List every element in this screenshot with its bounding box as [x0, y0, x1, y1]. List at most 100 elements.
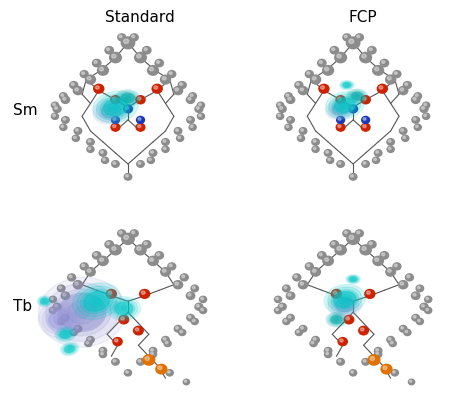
Circle shape — [277, 102, 283, 108]
Circle shape — [365, 289, 375, 298]
Circle shape — [82, 72, 84, 74]
Ellipse shape — [55, 327, 76, 342]
Circle shape — [175, 88, 179, 91]
Circle shape — [147, 157, 155, 163]
Circle shape — [106, 289, 116, 298]
Circle shape — [332, 242, 335, 245]
Circle shape — [100, 352, 107, 357]
Ellipse shape — [42, 299, 47, 303]
Circle shape — [325, 67, 328, 71]
Circle shape — [274, 296, 282, 302]
Circle shape — [112, 97, 116, 100]
Circle shape — [73, 136, 76, 138]
Circle shape — [416, 285, 424, 292]
Circle shape — [59, 319, 62, 322]
Ellipse shape — [116, 90, 140, 106]
Circle shape — [141, 291, 145, 294]
Circle shape — [426, 297, 428, 300]
Circle shape — [376, 352, 379, 355]
Circle shape — [370, 357, 374, 360]
Circle shape — [337, 97, 341, 100]
Circle shape — [163, 269, 166, 272]
Ellipse shape — [99, 102, 124, 120]
Circle shape — [75, 327, 78, 329]
Circle shape — [362, 246, 366, 250]
Circle shape — [361, 96, 370, 104]
Ellipse shape — [346, 84, 348, 86]
Circle shape — [108, 291, 112, 294]
Ellipse shape — [67, 301, 97, 324]
Circle shape — [338, 118, 341, 120]
Circle shape — [278, 103, 281, 106]
Circle shape — [286, 94, 289, 96]
Circle shape — [111, 54, 116, 58]
Circle shape — [336, 96, 345, 104]
Circle shape — [400, 88, 404, 91]
Circle shape — [126, 175, 128, 177]
Ellipse shape — [37, 296, 52, 307]
Circle shape — [137, 125, 141, 128]
Circle shape — [360, 328, 364, 331]
Circle shape — [121, 37, 135, 49]
Circle shape — [363, 125, 366, 128]
Circle shape — [386, 268, 395, 276]
Circle shape — [92, 59, 101, 67]
Circle shape — [424, 103, 427, 106]
Circle shape — [337, 161, 345, 167]
Circle shape — [344, 35, 347, 38]
Circle shape — [55, 107, 57, 109]
Circle shape — [121, 317, 124, 320]
Circle shape — [323, 65, 334, 75]
Circle shape — [425, 307, 432, 314]
Ellipse shape — [349, 277, 357, 282]
Ellipse shape — [343, 83, 351, 88]
Circle shape — [285, 124, 292, 131]
Circle shape — [418, 286, 420, 289]
Ellipse shape — [97, 94, 134, 121]
Circle shape — [286, 292, 295, 299]
Ellipse shape — [337, 299, 353, 311]
Circle shape — [52, 113, 58, 119]
Ellipse shape — [356, 95, 359, 97]
Ellipse shape — [68, 348, 71, 350]
Ellipse shape — [76, 286, 117, 317]
Circle shape — [403, 82, 411, 88]
Circle shape — [140, 289, 150, 298]
Ellipse shape — [331, 289, 358, 309]
Circle shape — [388, 269, 391, 272]
Circle shape — [71, 83, 74, 85]
Circle shape — [156, 60, 160, 63]
Circle shape — [313, 338, 316, 340]
Circle shape — [356, 230, 364, 237]
Circle shape — [349, 235, 354, 239]
Circle shape — [319, 60, 322, 63]
Circle shape — [319, 84, 329, 93]
Circle shape — [143, 47, 151, 54]
Circle shape — [299, 136, 301, 138]
Circle shape — [173, 281, 182, 289]
Circle shape — [73, 281, 82, 289]
Circle shape — [416, 318, 423, 324]
Ellipse shape — [341, 81, 353, 89]
Circle shape — [51, 297, 53, 300]
Circle shape — [164, 340, 171, 347]
Circle shape — [143, 355, 155, 365]
Circle shape — [166, 370, 173, 376]
Circle shape — [414, 124, 421, 131]
Circle shape — [368, 241, 376, 248]
Text: FCP: FCP — [348, 10, 377, 25]
Circle shape — [362, 359, 369, 365]
Circle shape — [103, 158, 105, 161]
Circle shape — [161, 75, 171, 84]
Ellipse shape — [124, 95, 132, 100]
Circle shape — [200, 296, 207, 302]
Circle shape — [349, 39, 354, 43]
Circle shape — [420, 106, 428, 113]
Circle shape — [82, 264, 84, 267]
Circle shape — [178, 136, 181, 138]
Circle shape — [323, 256, 333, 266]
Circle shape — [382, 253, 385, 256]
Circle shape — [325, 258, 328, 261]
Circle shape — [149, 150, 157, 156]
Ellipse shape — [336, 106, 346, 113]
